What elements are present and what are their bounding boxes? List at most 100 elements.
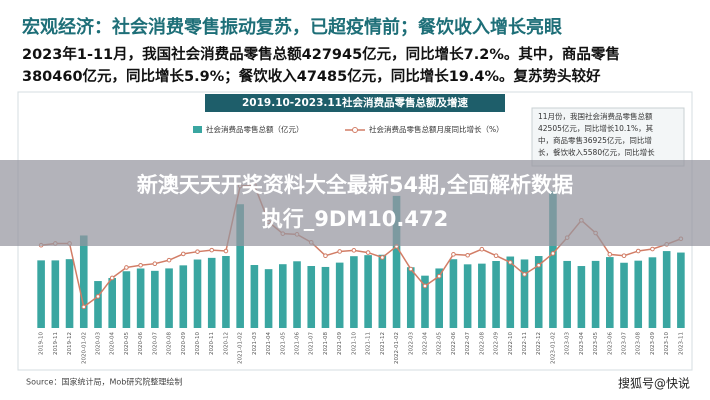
bar [549,191,557,328]
bar [620,262,628,328]
x-tick-label: 2021-12 [380,332,386,355]
line-point [351,248,357,253]
x-tick-label: 2020-04 [110,332,116,355]
x-tick-label: 2019-11 [53,332,59,355]
annotation: 中，商品零售36925亿元，同比增 [538,135,652,145]
bar [406,267,415,328]
bar [222,255,230,328]
x-tick-label: 2020-12 [223,332,229,355]
line-point [95,294,101,299]
bar [421,275,429,328]
x-tick-label: 2022-03 [408,332,414,355]
x-tick-label: 2020-11 [209,332,215,355]
annotation: 11月份，我国社会消费品零售总额 [538,111,653,121]
x-tick-label: 2019-12 [67,332,73,355]
x-tick-label: 2022-08 [479,332,485,355]
x-tick-label: 2022-11 [522,332,528,355]
bar [108,277,116,328]
line-point [109,275,115,281]
line-point [465,252,470,258]
chart-title: 2019.10-2023.11社会消费品零售总额及增速 [242,96,469,109]
x-tick-label: 2022-09 [494,332,500,355]
line-point [436,273,442,279]
x-tick-label: 2020-05 [124,332,130,355]
x-tick-label: 2021-10 [351,332,357,355]
bar [378,254,387,328]
line-point [138,262,143,268]
x-tick-label: 2020-10 [195,332,201,355]
line-point [607,252,613,257]
overlay-text: 新澳天天开奖资料大全最新54期,全面解析数据 [137,173,573,197]
bar [264,269,273,328]
x-tick-label: 2021-07 [309,332,315,355]
line-point [323,253,328,258]
x-tick-label: 2022-12 [536,332,542,355]
bar [51,260,60,328]
line-point [422,283,428,289]
bar [350,256,358,328]
bar [591,260,600,328]
bar [37,260,45,328]
bar [506,256,515,328]
watermark-bg [606,373,702,395]
bar [392,195,401,328]
bar [534,256,543,328]
x-tick-label: 2023-04 [579,332,585,355]
bar [463,264,472,328]
legend-label: 社会消费品零售总额（亿元） [206,124,304,134]
plot: 11月份，我国社会消费品零售总额 42505亿元，同比增长10.1%，其中，商品零… [37,111,685,364]
x-tick-label: 2022-07 [465,332,471,355]
x-tick-label: 2023-08 [636,332,642,355]
bar [122,271,131,328]
line-point [550,251,556,256]
bar [662,251,671,328]
x-tick-label: 2022-01-02 [394,332,400,364]
line-point [635,248,641,254]
line-point [337,249,342,254]
x-tick-label: 2021-06 [295,332,301,355]
x-tick-label: 2021-08 [323,332,329,355]
bar [478,263,486,328]
x-tick-label: 2020-03 [95,332,101,355]
bar [279,264,287,328]
line-point [451,252,456,257]
x-tick-label: 2019-10 [39,332,45,355]
bar [207,257,216,328]
x-tick-label: 2020-08 [167,332,173,355]
bar [94,281,102,328]
line-point [365,250,371,255]
x-tick-label: 2023-11 [678,332,684,355]
line-point [223,248,229,254]
overlay-text: 执行_9DM10.472 [262,207,448,231]
legend-swatch [193,126,202,133]
line-point [621,253,627,258]
line-point [536,262,542,268]
x-tick-label: 2022-04 [422,332,428,355]
line-point [493,253,499,258]
line-point [152,261,158,266]
bar [435,268,443,328]
bar [563,260,571,328]
x-tick-label: 2023-06 [607,332,613,355]
line-point [408,266,414,272]
line-point [124,265,129,270]
x-tick-label: 2021-05 [280,332,286,355]
bar [179,265,188,328]
x-tick-label: 2023-10 [664,332,670,355]
bar [79,235,88,328]
bar [648,257,657,328]
bar [321,266,330,328]
source: Source：国家统计局，Mob研究院整理绘制 [26,377,182,387]
bar [236,204,244,328]
x-tick-label: 2020-01-02 [81,332,87,364]
legend-swatch [352,127,358,133]
x-tick-label: 2022-06 [451,332,457,355]
bar [193,259,202,328]
x-tick-label: 2022-10 [508,332,514,355]
watermark: 搜狐号@快说 [618,376,690,391]
x-tick-label: 2021-11 [366,332,372,355]
chart-title-bar [205,94,505,112]
bar [307,266,316,328]
bar [293,261,301,328]
